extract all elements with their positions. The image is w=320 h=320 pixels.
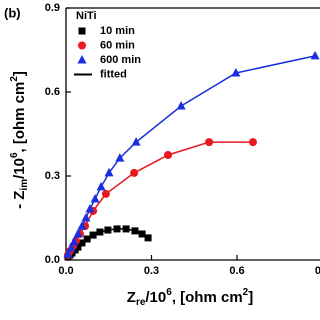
y-tick-label: 0.0 <box>45 254 60 266</box>
marker <box>66 242 76 252</box>
marker <box>131 137 141 146</box>
marker <box>138 230 146 238</box>
y-axis-label-part: 2 <box>9 76 20 82</box>
marker <box>310 50 320 60</box>
x-tick-label: 0.0 <box>58 265 73 277</box>
marker <box>144 234 152 242</box>
marker <box>176 101 186 110</box>
marker <box>63 249 73 258</box>
marker <box>96 181 106 191</box>
y-axis-label: - Zim/106, [ohm cm2] <box>9 71 30 209</box>
marker <box>130 168 139 177</box>
y-tick-label: 0.6 <box>45 86 60 98</box>
marker <box>89 231 97 239</box>
y-axis-label-part: /10 <box>11 158 28 179</box>
legend-marker <box>78 27 86 35</box>
marker <box>104 167 114 177</box>
marker <box>113 225 121 233</box>
marker <box>85 204 95 213</box>
marker <box>73 228 83 238</box>
x-axis-label-part: 2 <box>243 287 249 298</box>
marker <box>131 227 139 235</box>
y-axis-label-part: , [ohm cm <box>11 82 28 153</box>
x-axis-label: Zre/106, [ohm cm2] <box>127 287 253 308</box>
y-axis-label-part: im <box>19 179 30 191</box>
marker <box>205 138 214 147</box>
x-axis-label-part: Z <box>127 289 136 306</box>
y-axis-label-part: - Z <box>11 191 28 209</box>
marker <box>77 221 87 230</box>
marker <box>81 213 91 222</box>
x-axis-label-part: 6 <box>166 287 172 298</box>
legend-marker <box>78 41 86 50</box>
marker <box>231 67 241 77</box>
fit-line <box>67 55 316 255</box>
legend-title: NiTi <box>76 10 97 22</box>
marker <box>78 239 86 247</box>
marker <box>96 228 104 236</box>
panel-label: (b) <box>4 5 21 20</box>
x-axis-label-part: , [ohm cm <box>172 289 243 306</box>
marker <box>83 235 91 243</box>
legend-label: 10 min <box>100 25 135 37</box>
y-tick-label: 0.3 <box>45 170 60 182</box>
marker <box>115 153 125 162</box>
marker <box>104 226 112 234</box>
marker <box>101 189 110 198</box>
legend-label: fitted <box>100 68 127 80</box>
marker <box>69 237 79 246</box>
y-axis-label-part: ] <box>11 71 28 76</box>
marker <box>248 138 257 147</box>
y-axis-label-part: 6 <box>9 152 20 158</box>
marker <box>74 243 82 251</box>
legend-label: 600 min <box>100 54 141 66</box>
y-tick-label: 0.9 <box>45 2 60 14</box>
x-axis-label-part: /10 <box>145 289 166 306</box>
marker <box>164 151 173 159</box>
x-tick-label: 0.3 <box>144 265 159 277</box>
marker <box>90 193 100 203</box>
x-axis-label-part: re <box>136 297 146 308</box>
marker <box>122 225 130 233</box>
x-axis-label-part: ] <box>248 289 253 306</box>
x-tick-label: 0.9 <box>315 265 320 277</box>
legend-label: 60 min <box>100 39 135 51</box>
legend-marker <box>77 55 87 64</box>
x-tick-label: 0.6 <box>229 265 244 277</box>
